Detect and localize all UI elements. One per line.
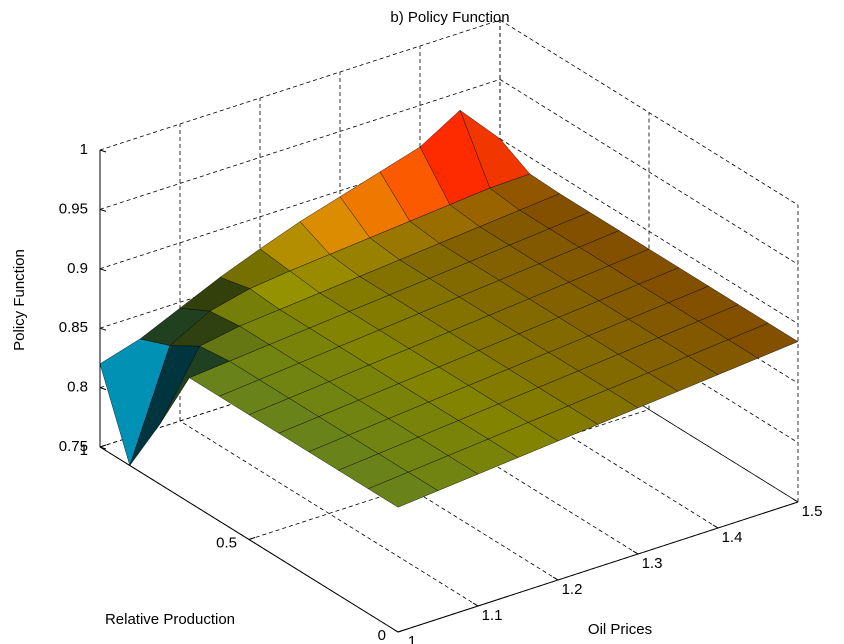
grid-line	[499, 79, 799, 265]
grid-line	[99, 19, 501, 151]
tick-mark	[99, 208, 107, 212]
x-tick-label: 1	[408, 633, 416, 644]
tick-mark	[248, 537, 256, 540]
tick-mark	[397, 629, 405, 633]
x-axis-label: Oil Prices	[588, 621, 652, 638]
x-tick-label: 1.4	[722, 529, 743, 546]
chart-title: b) Policy Function	[390, 9, 509, 26]
y-tick-label: 0.5	[216, 534, 237, 551]
surface-patch	[367, 471, 439, 508]
tick-mark	[99, 268, 107, 272]
z-tick-label: 0.75	[59, 438, 88, 455]
z-axis-label: Policy Function	[11, 249, 28, 351]
x-tick-label: 1.2	[562, 581, 583, 598]
grid-line	[499, 19, 799, 206]
tick-mark	[792, 498, 799, 503]
tick-mark	[99, 446, 107, 450]
z-tick-label: 0.8	[67, 379, 88, 396]
tick-mark	[632, 550, 639, 555]
tick-mark	[99, 444, 107, 448]
y-axis-label: Relative Production	[105, 611, 235, 628]
tick-mark	[99, 149, 107, 153]
z-tick-label: 0.95	[59, 200, 88, 217]
tick-mark	[392, 628, 399, 633]
x-tick-label: 1.5	[802, 503, 823, 520]
grid-line	[499, 138, 799, 325]
x-tick-label: 1.1	[482, 607, 503, 624]
y-tick-label: 0	[378, 627, 386, 644]
x-tick-label: 1.3	[642, 555, 663, 572]
tick-mark	[552, 576, 559, 581]
tick-mark	[99, 327, 107, 331]
z-tick-label: 0.9	[67, 260, 88, 277]
tick-mark	[712, 524, 719, 529]
z-tick-label: 1	[80, 141, 88, 158]
axis-line	[397, 501, 799, 633]
tick-mark	[99, 387, 107, 391]
grid-line	[99, 79, 501, 210]
z-tick-label: 0.85	[59, 319, 88, 336]
y-tick-label: 1	[80, 442, 88, 459]
tick-mark	[472, 602, 479, 607]
